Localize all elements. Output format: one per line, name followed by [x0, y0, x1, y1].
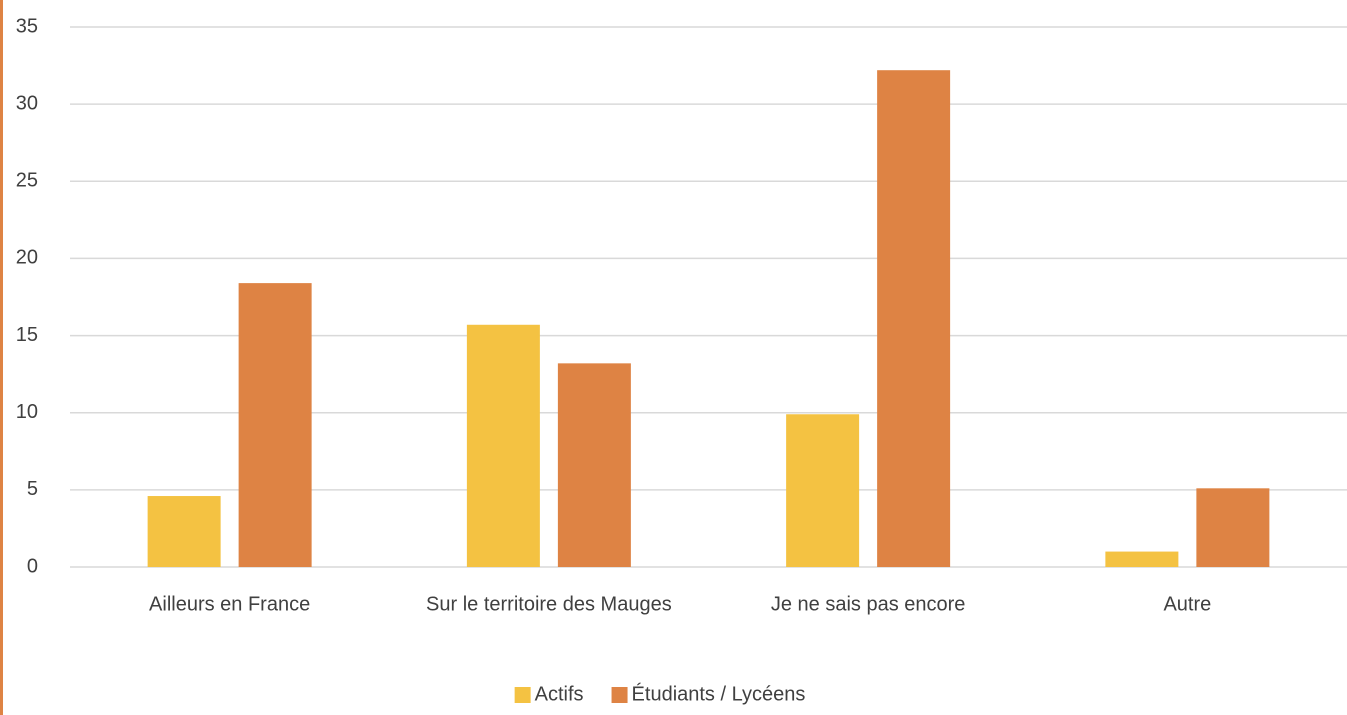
bar	[1196, 488, 1270, 567]
bar	[877, 70, 951, 567]
y-tick-label: 15	[16, 324, 38, 346]
bar	[557, 363, 631, 567]
legend-swatch	[611, 687, 628, 703]
legend-label: Actifs	[535, 683, 584, 705]
y-tick-label: 10	[16, 401, 38, 423]
y-tick-label: 25	[16, 170, 38, 192]
bar	[238, 283, 312, 567]
x-tick-label: Sur le territoire des Mauges	[426, 593, 672, 615]
y-tick-label: 20	[16, 247, 38, 269]
x-tick-label: Je ne sais pas encore	[771, 593, 966, 615]
y-tick-label: 5	[27, 478, 38, 500]
bar	[786, 414, 860, 567]
bar	[147, 496, 221, 567]
y-tick-label: 30	[16, 92, 38, 114]
x-tick-label: Autre	[1163, 593, 1211, 615]
y-tick-label: 0	[27, 555, 38, 577]
bar	[466, 324, 540, 567]
legend-label: Étudiants / Lycéens	[632, 682, 806, 705]
left-border	[0, 0, 3, 715]
bar	[1105, 551, 1179, 567]
x-tick-label: Ailleurs en France	[149, 593, 310, 615]
y-tick-label: 35	[16, 15, 38, 37]
legend-swatch	[514, 687, 531, 703]
